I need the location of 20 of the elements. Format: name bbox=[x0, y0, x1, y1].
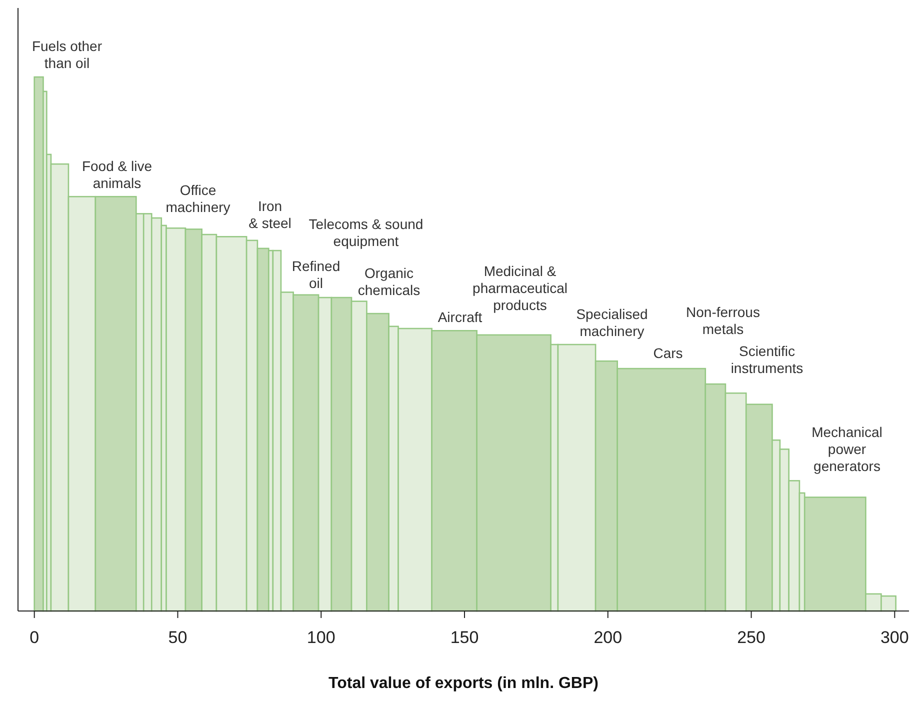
annotation: Scientific instruments bbox=[730, 343, 804, 376]
annotation: Mechanical power generators bbox=[812, 424, 882, 474]
x-tick-label: 250 bbox=[737, 628, 766, 647]
x-tick-label: 0 bbox=[30, 628, 40, 647]
annotation: Office machinery bbox=[166, 182, 230, 215]
annotation: Refined oil bbox=[292, 258, 340, 291]
annotation: Specialised machinery bbox=[576, 306, 648, 339]
text: Fuels other than oil bbox=[32, 38, 102, 71]
annotation: Telecoms & sound equipment bbox=[308, 216, 424, 249]
annotation: Food & live animals bbox=[82, 158, 152, 191]
x-tick-label: 300 bbox=[880, 628, 909, 647]
x-tick-label: 150 bbox=[450, 628, 479, 647]
x-tick-label: 50 bbox=[168, 628, 188, 647]
annotation: Cars bbox=[653, 345, 683, 361]
x-axis-title: Total value of exports (in mln. GBP) bbox=[328, 675, 598, 692]
x-tick-label: 200 bbox=[594, 628, 622, 647]
annotation: Iron & steel bbox=[248, 198, 292, 231]
annotation: Organic chemicals bbox=[358, 265, 420, 298]
annotation: Non-ferrous metals bbox=[686, 304, 760, 337]
x-tick-label: 100 bbox=[306, 628, 336, 647]
